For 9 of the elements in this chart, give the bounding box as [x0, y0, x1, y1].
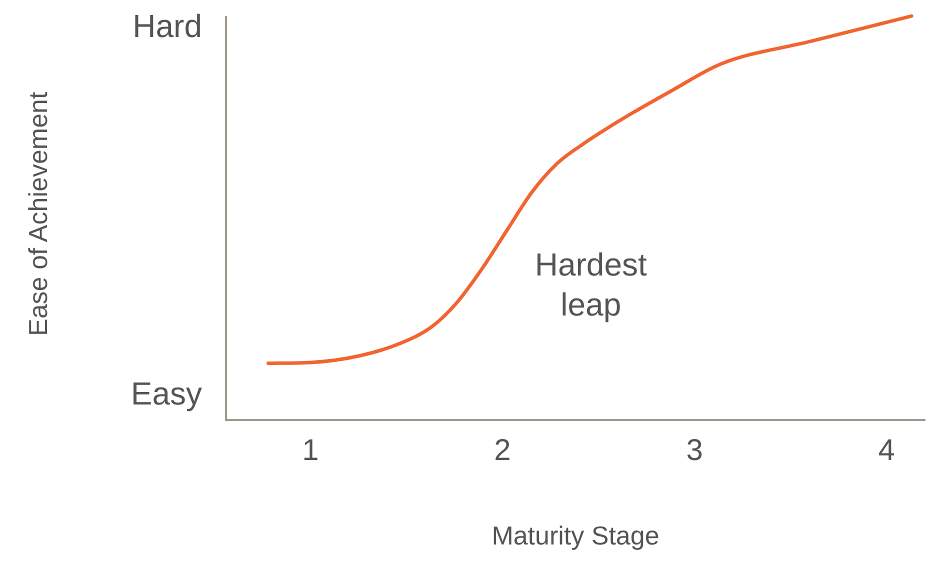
text: Hard	[132, 8, 202, 44]
x-tick-label: 1	[302, 434, 319, 468]
text: Ease of Achievement	[23, 91, 54, 336]
annotation: Hardest leap	[534, 246, 647, 322]
x-tick-label: 3	[686, 434, 703, 468]
x-axis-title: Maturity Stage	[492, 520, 660, 551]
x-tick-label: 4	[878, 434, 895, 468]
text: Easy	[130, 376, 202, 412]
x-tick-label: 2	[494, 434, 511, 468]
